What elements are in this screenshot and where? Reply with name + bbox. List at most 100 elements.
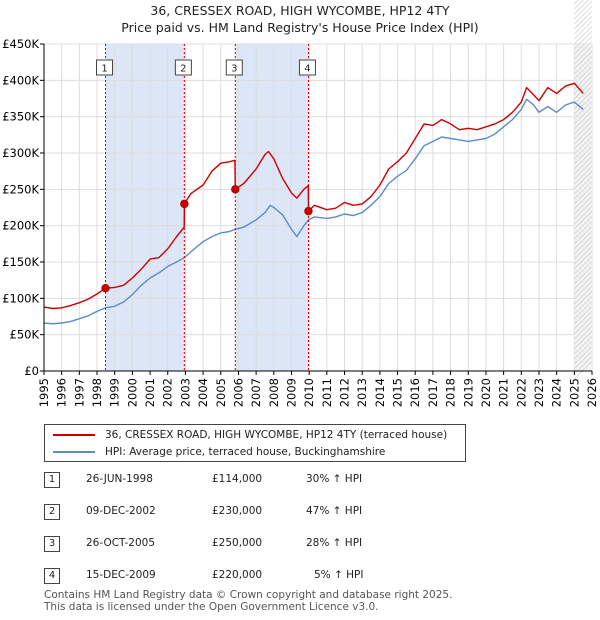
forecast-hatch-line: [574, 271, 593, 290]
y-tick-label: £300K: [2, 146, 39, 160]
forecast-hatch-line: [574, 246, 593, 265]
sale-marker-label: 4: [304, 64, 310, 75]
forecast-hatch-line: [574, 26, 593, 45]
y-tick-label: £50K: [10, 328, 40, 342]
x-tick-label: 1996: [55, 378, 69, 407]
forecast-hatch-line: [574, 181, 593, 200]
row-hpi: 28% ↑ HPI: [306, 537, 363, 549]
x-tick-label: 2024: [550, 378, 564, 407]
forecast-hatch-line: [574, 76, 593, 95]
forecast-hatch-line: [574, 241, 593, 260]
forecast-hatch-line: [574, 131, 593, 150]
forecast-hatch-line: [574, 51, 593, 70]
forecast-hatch-line: [574, 206, 593, 225]
table-row: 2 09-DEC-2002 £230,000 47% ↑ HPI: [40, 502, 440, 524]
title-line-1: 36, CRESSEX ROAD, HIGH WYCOMBE, HP12 4TY: [150, 3, 450, 18]
forecast-hatch-line: [574, 341, 593, 360]
forecast-hatch-line: [574, 136, 593, 155]
axes: £0 £50K £100K £150K £200K £250K £300K £350K £400…: [2, 37, 599, 407]
forecast-hatch-line: [574, 281, 593, 300]
row-price: £230,000: [212, 505, 263, 517]
x-tick-label: 2011: [320, 378, 334, 407]
x-tick-label: 2026: [585, 378, 599, 407]
forecast-hatch-line: [574, 101, 593, 120]
row-date: 09-DEC-2002: [86, 505, 156, 517]
series-lines: [43, 82, 584, 325]
forecast-hatch-line: [574, 176, 593, 195]
row-price: £114,000: [212, 473, 263, 485]
forecast-hatch-line: [574, 226, 593, 245]
y-tick-label: £100K: [2, 291, 39, 305]
legend: 36, CRESSEX ROAD, HIGH WYCOMBE, HP12 4TY…: [44, 424, 466, 462]
x-tick-label: 2005: [214, 378, 228, 407]
x-tick-label: 2020: [479, 378, 493, 407]
shaded-range: [235, 44, 309, 371]
x-tick-label: 2021: [497, 378, 511, 407]
forecast-hatch-line: [574, 166, 593, 185]
forecast-hatch-line: [574, 21, 593, 40]
title-line-2: Price paid vs. HM Land Registry's House …: [121, 20, 479, 35]
forecast-hatch-line: [574, 201, 593, 220]
forecast-hatch-line: [574, 61, 593, 80]
sale-marker-box: [298, 59, 316, 76]
forecast-hatch: [574, 0, 593, 380]
y-tick-label: £0: [24, 364, 39, 378]
forecast-hatch-line: [574, 31, 593, 50]
property-price-line: [43, 82, 584, 310]
forecast-hatch-line: [574, 6, 593, 25]
forecast-hatch-line: [574, 146, 593, 165]
x-tick-label: 2002: [161, 378, 175, 407]
x-tick-label: 1997: [72, 378, 86, 407]
y-tick-label: £400K: [2, 73, 39, 87]
x-tick-label: 1995: [37, 378, 51, 407]
x-tick-label: 1999: [108, 378, 122, 407]
row-date: 26-JUN-1998: [86, 473, 153, 485]
forecast-hatch-line: [574, 361, 593, 380]
forecast-hatch-line: [574, 321, 593, 340]
table-row: 1 26-JUN-1998 £114,000 30% ↑ HPI: [40, 470, 440, 492]
x-tick-label: 2008: [267, 378, 281, 407]
forecast-hatch-line: [574, 56, 593, 75]
sale-point: [101, 283, 110, 293]
shaded-range: [105, 44, 185, 371]
forecast-hatch-line: [574, 16, 593, 35]
forecast-hatch-line: [574, 351, 593, 370]
forecast-hatch-line: [574, 196, 593, 215]
forecast-hatch-line: [574, 231, 593, 250]
x-tick-label: 2017: [426, 378, 440, 407]
table-row: 3 26-OCT-2005 £250,000 28% ↑ HPI: [40, 534, 440, 556]
sale-point: [180, 199, 189, 209]
forecast-hatch-line: [574, 41, 593, 60]
footer-attribution: Contains HM Land Registry data © Crown c…: [44, 589, 452, 613]
forecast-hatch-line: [574, 0, 589, 15]
forecast-hatch-line: [574, 301, 593, 320]
x-tick-label: 2003: [178, 378, 192, 407]
row-date: 26-OCT-2005: [86, 537, 155, 549]
forecast-hatch-line: [574, 151, 593, 170]
x-tick-label: 2023: [532, 378, 546, 407]
forecast-hatch-line: [574, 156, 593, 175]
forecast-hatch-line: [574, 96, 593, 115]
forecast-hatch-line: [574, 0, 584, 10]
forecast-hatch-line: [574, 216, 593, 235]
forecast-hatch-line: [574, 221, 593, 240]
forecast-hatch-line: [574, 326, 593, 345]
row-number-badge: 4: [44, 568, 60, 584]
x-tick-label: 2018: [444, 378, 458, 407]
footer-line-2: This data is licensed under the Open Gov…: [44, 601, 379, 613]
forecast-hatch-line: [574, 126, 593, 145]
forecast-hatch-line: [574, 296, 593, 315]
row-hpi: 5% ↑ HPI: [314, 569, 364, 581]
legend-label-property: 36, CRESSEX ROAD, HIGH WYCOMBE, HP12 4TY…: [105, 429, 448, 441]
forecast-hatch-line: [574, 171, 593, 190]
x-tick-label: 2007: [249, 378, 263, 407]
legend-swatch-hpi: [53, 451, 95, 453]
x-tick-label: 2025: [567, 378, 581, 407]
x-tick-label: 2010: [302, 378, 316, 407]
legend-item-property: 36, CRESSEX ROAD, HIGH WYCOMBE, HP12 4TY…: [53, 427, 447, 443]
x-tick-label: 2019: [461, 378, 475, 407]
row-number-badge: 2: [44, 504, 60, 520]
forecast-hatch-line: [574, 306, 593, 325]
row-hpi: 47% ↑ HPI: [306, 505, 363, 517]
forecast-hatch-line: [574, 261, 593, 280]
